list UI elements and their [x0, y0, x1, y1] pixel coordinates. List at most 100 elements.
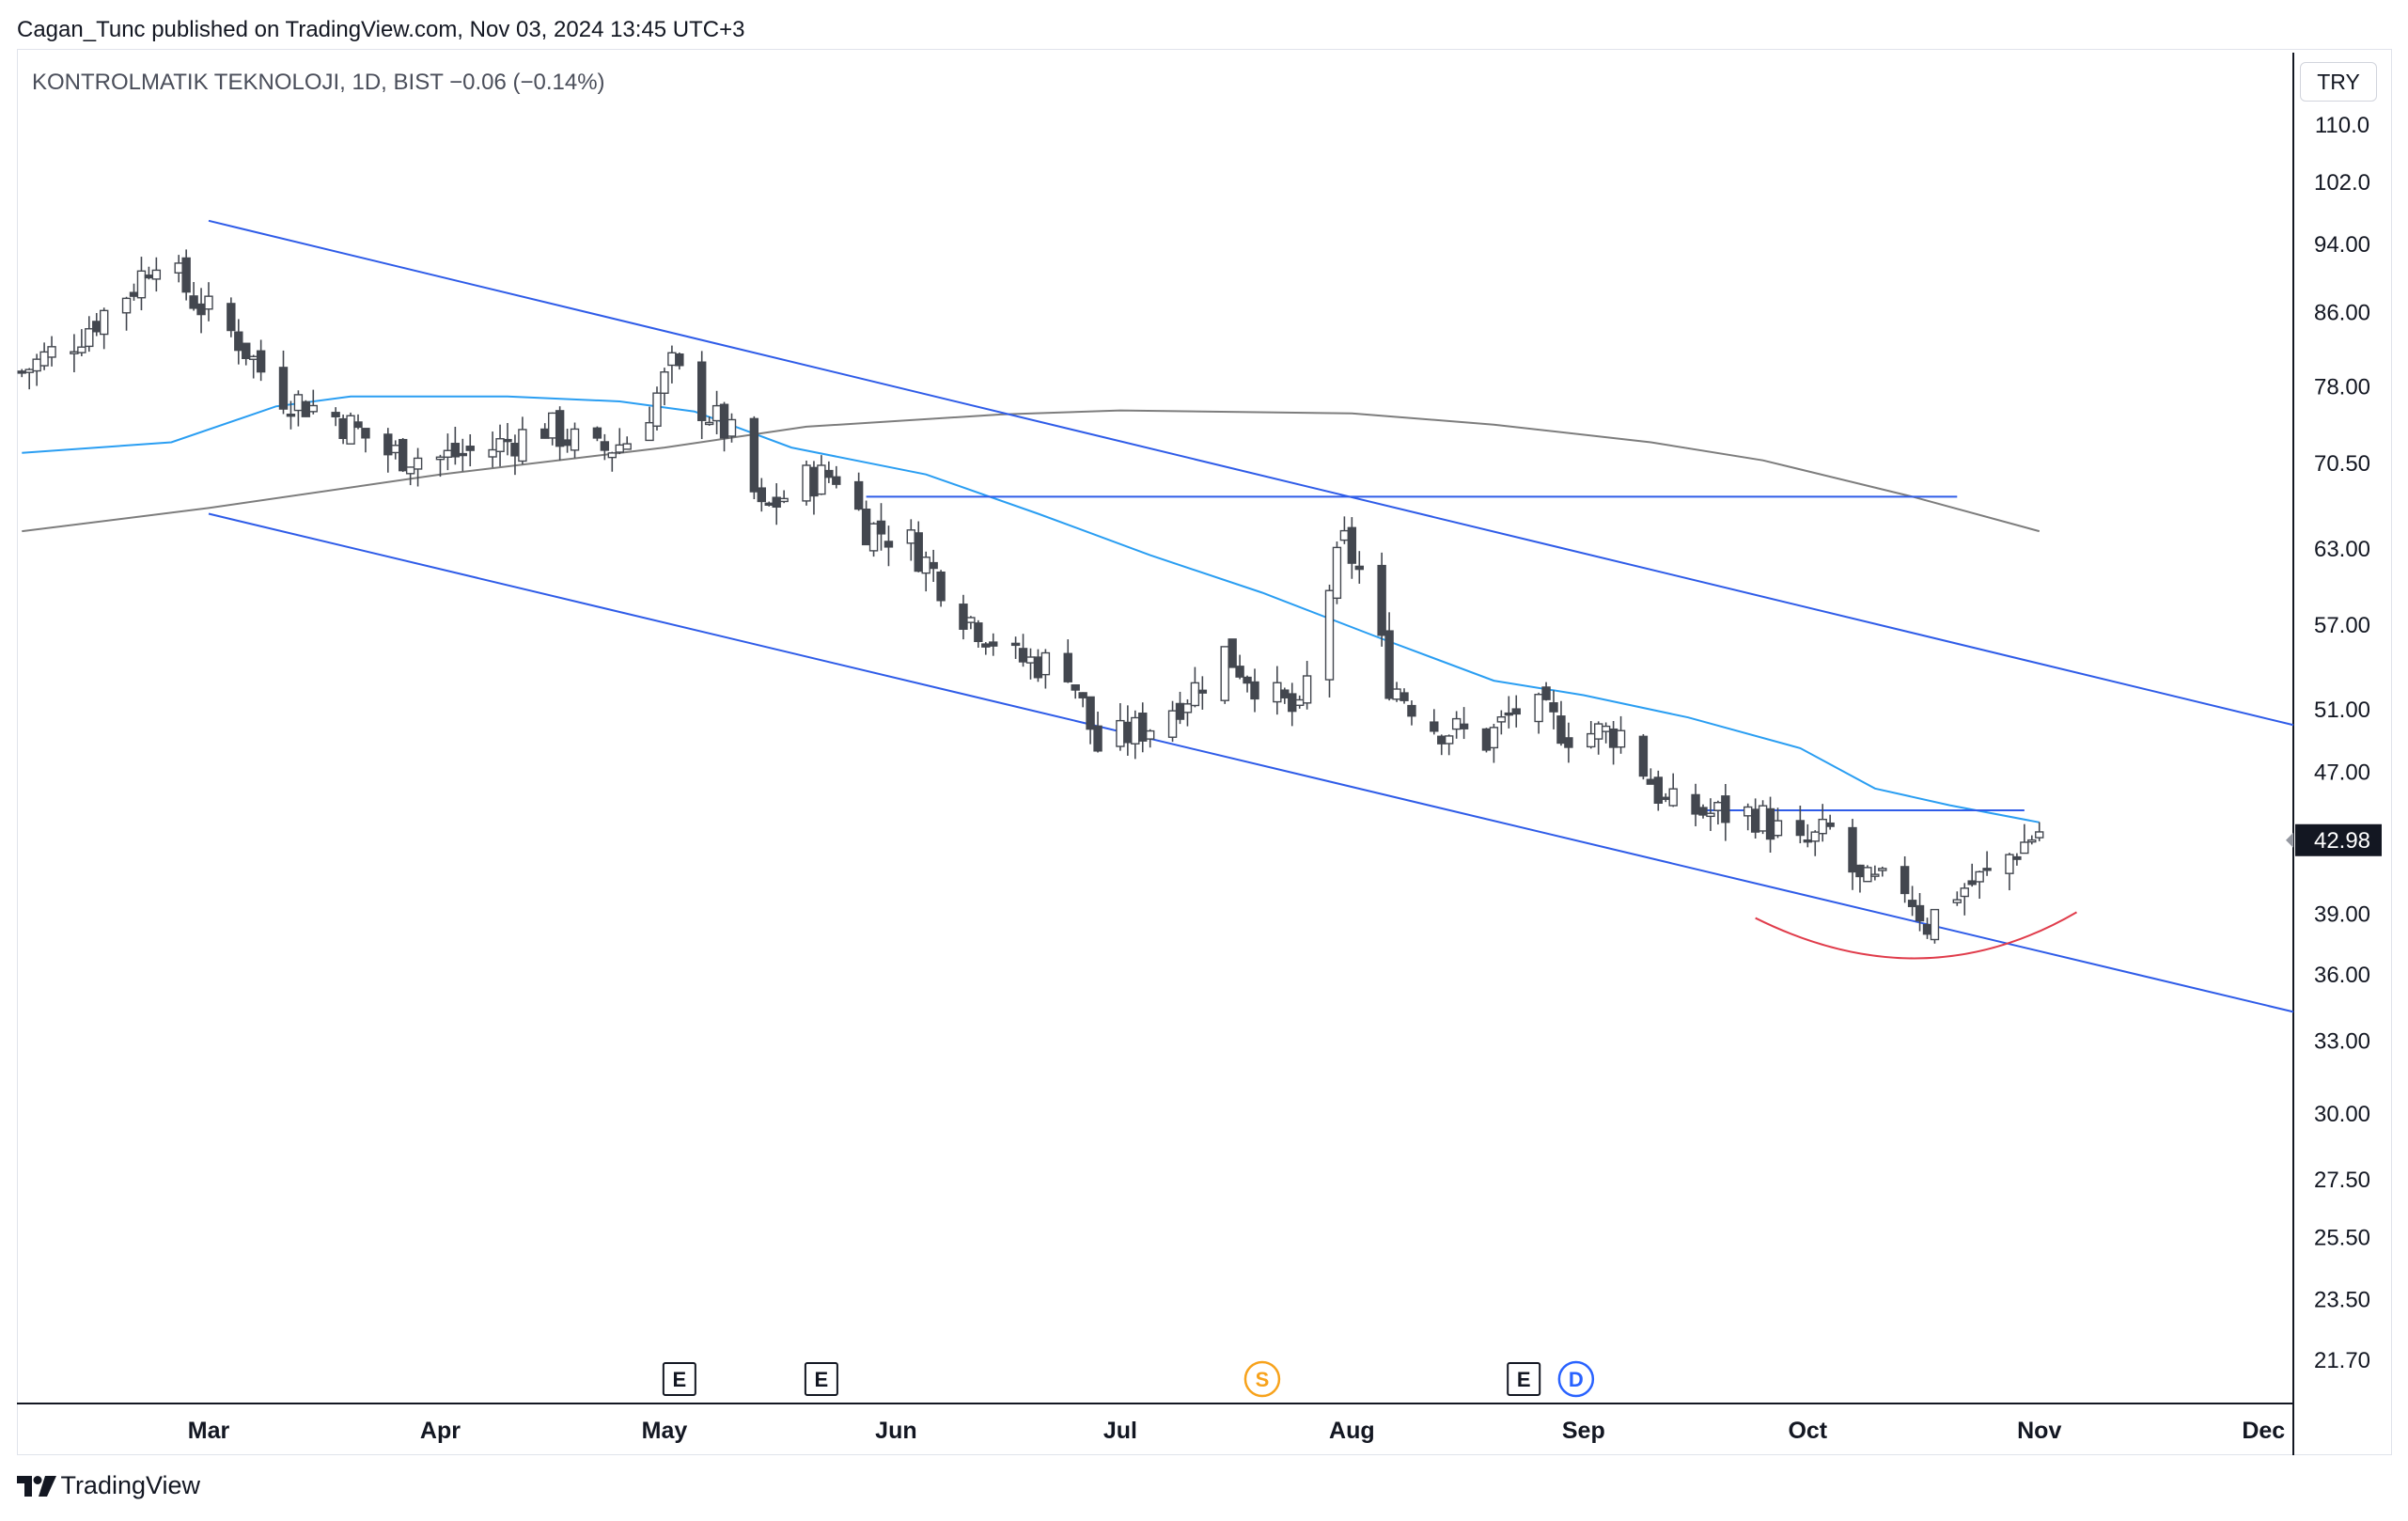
- ma-fast-line: [22, 395, 2040, 823]
- candle-down: [697, 361, 707, 421]
- candle-down: [853, 480, 864, 510]
- candle-down: [592, 427, 602, 439]
- candle-down: [196, 303, 206, 316]
- candle-down: [1922, 923, 1932, 935]
- candle-down: [600, 441, 610, 451]
- tradingview-logo-icon: [17, 1475, 56, 1497]
- symbol-legend[interactable]: KONTROLMATIK TEKNOLOJI, 1D, BIST −0.06 (…: [32, 70, 605, 95]
- candle-down: [1093, 725, 1102, 752]
- candle-down: [1504, 712, 1514, 716]
- event-marker-label: E: [815, 1368, 829, 1391]
- candle-down: [1459, 723, 1469, 729]
- y-tick-label: 27.50: [2314, 1168, 2370, 1193]
- candle-up: [667, 352, 677, 367]
- candle-down: [749, 417, 759, 493]
- candle-up: [1392, 688, 1401, 700]
- candle-down: [92, 321, 102, 333]
- candle-up: [47, 346, 56, 358]
- candle-down: [1288, 693, 1297, 713]
- brand-name: TradingView: [60, 1471, 201, 1499]
- candle-down: [1407, 704, 1416, 717]
- candle-up: [249, 355, 258, 360]
- candle-up: [660, 371, 669, 394]
- candle-up: [346, 415, 355, 445]
- candle-down: [1078, 692, 1087, 698]
- currency-button[interactable]: TRY: [2300, 62, 2377, 102]
- candle-down: [286, 414, 296, 417]
- candle-up: [1878, 868, 1887, 871]
- candle-down: [465, 446, 475, 451]
- x-tick-label: Mar: [188, 1418, 230, 1444]
- candle-up: [405, 466, 415, 475]
- candle-down: [353, 421, 363, 429]
- candle-down: [1795, 820, 1806, 837]
- candle-down: [144, 274, 154, 279]
- candle-down: [1018, 648, 1028, 663]
- candle-up: [645, 421, 654, 442]
- last-price-label: 42.98: [2314, 828, 2370, 854]
- candles-group: [17, 249, 2044, 944]
- candle-up: [495, 438, 505, 452]
- candle-down: [861, 509, 871, 546]
- candle-down: [1825, 822, 1835, 827]
- candle-down: [1982, 868, 1992, 871]
- candle-down: [1967, 880, 1977, 886]
- x-tick-label: Sep: [1562, 1418, 1605, 1444]
- candle-down: [234, 331, 243, 352]
- candle-down: [399, 438, 408, 472]
- candle-up: [1810, 831, 1820, 842]
- rounding-bottom-arc: [1755, 911, 2078, 960]
- candle-up: [711, 404, 722, 422]
- candle-down: [1197, 689, 1208, 694]
- x-tick-label: Dec: [2242, 1418, 2285, 1444]
- x-tick-label: Nov: [2017, 1418, 2061, 1444]
- candle-up: [1534, 694, 1543, 723]
- candle-down: [1907, 900, 1917, 907]
- candle-down: [719, 403, 729, 439]
- candle-up: [32, 358, 41, 372]
- candle-up: [1116, 719, 1125, 747]
- y-tick-label: 39.00: [2314, 902, 2370, 927]
- candle-down: [338, 417, 348, 439]
- candle-down: [189, 295, 198, 309]
- earnings-marker: [662, 1362, 696, 1396]
- candle-up: [1870, 873, 1880, 877]
- candle-up: [2035, 831, 2044, 839]
- last-price-badge: [2295, 823, 2382, 856]
- y-tick-label: 51.00: [2314, 698, 2370, 723]
- candle-down: [181, 257, 191, 293]
- tradingview-brand[interactable]: TradingView: [17, 1471, 200, 1501]
- candle-up: [1616, 729, 1626, 748]
- candle-up: [1220, 646, 1229, 701]
- candle-up: [1743, 806, 1753, 817]
- x-tick-label: Jul: [1103, 1418, 1137, 1444]
- candle-up: [1040, 651, 1051, 676]
- candle-down: [1235, 666, 1244, 678]
- candle-down: [1556, 715, 1566, 745]
- candle-up: [1713, 802, 1723, 811]
- candle-down: [1071, 684, 1080, 691]
- last-price-pointer: [2286, 832, 2293, 848]
- candle-up: [1025, 656, 1036, 664]
- candle-up: [727, 418, 737, 437]
- candle-up: [1668, 788, 1678, 807]
- candle-down: [1721, 795, 1730, 823]
- candle-up: [443, 449, 453, 458]
- candle-up: [802, 464, 811, 502]
- candle-down: [832, 476, 841, 485]
- candle-up: [652, 392, 662, 427]
- candle-down: [1123, 721, 1133, 744]
- candle-down: [1063, 652, 1072, 682]
- candle-up: [1496, 715, 1507, 723]
- candle-up: [1324, 589, 1335, 681]
- candle-up: [518, 429, 527, 463]
- candle-up: [85, 328, 94, 348]
- candle-up: [1294, 698, 1305, 706]
- candle-up: [1706, 812, 1715, 818]
- candle-down: [1646, 778, 1656, 785]
- candle-down: [772, 496, 781, 509]
- candle-down: [1377, 564, 1386, 636]
- candle-down: [1691, 793, 1700, 815]
- candle-down: [361, 428, 370, 439]
